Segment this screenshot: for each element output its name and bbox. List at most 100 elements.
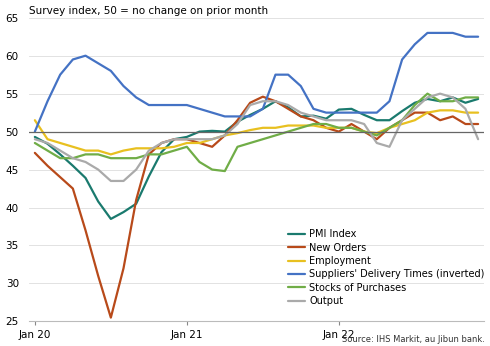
New Orders — [450, 114, 456, 118]
Suppliers' Delivery Times (inverted) — [374, 111, 380, 115]
Employment — [285, 124, 291, 128]
Stocks of Purchases — [387, 126, 392, 130]
Stocks of Purchases — [57, 156, 63, 160]
Employment — [387, 126, 392, 130]
Output — [235, 122, 241, 126]
Output — [45, 141, 50, 145]
Output — [463, 107, 468, 111]
New Orders — [133, 198, 139, 202]
New Orders — [159, 141, 165, 145]
PMI Index — [437, 99, 443, 103]
Suppliers' Delivery Times (inverted) — [247, 114, 253, 118]
Output — [121, 179, 126, 183]
New Orders — [323, 126, 329, 130]
PMI Index — [45, 142, 50, 146]
New Orders — [399, 118, 405, 122]
New Orders — [45, 164, 50, 168]
Suppliers' Delivery Times (inverted) — [450, 31, 456, 35]
PMI Index — [298, 114, 304, 118]
Stocks of Purchases — [45, 148, 50, 153]
Employment — [348, 126, 354, 130]
PMI Index — [348, 107, 354, 111]
Stocks of Purchases — [298, 126, 304, 130]
PMI Index — [387, 118, 392, 122]
Employment — [32, 118, 38, 122]
New Orders — [336, 129, 342, 134]
Suppliers' Delivery Times (inverted) — [260, 107, 266, 111]
Employment — [424, 111, 430, 115]
Line: PMI Index: PMI Index — [35, 98, 478, 219]
Employment — [95, 148, 101, 153]
Output — [387, 145, 392, 149]
Stocks of Purchases — [133, 156, 139, 160]
PMI Index — [222, 129, 228, 134]
Stocks of Purchases — [260, 137, 266, 141]
Stocks of Purchases — [285, 129, 291, 134]
Suppliers' Delivery Times (inverted) — [285, 73, 291, 77]
Output — [424, 95, 430, 100]
Output — [311, 114, 317, 118]
Employment — [121, 148, 126, 153]
Output — [348, 118, 354, 122]
Output — [475, 137, 481, 141]
Employment — [399, 122, 405, 126]
Stocks of Purchases — [184, 145, 190, 149]
PMI Index — [399, 109, 405, 113]
Output — [57, 148, 63, 153]
Employment — [45, 137, 50, 141]
Line: Output: Output — [35, 94, 478, 181]
PMI Index — [336, 108, 342, 112]
Suppliers' Delivery Times (inverted) — [437, 31, 443, 35]
Suppliers' Delivery Times (inverted) — [70, 57, 76, 62]
New Orders — [235, 118, 241, 122]
Stocks of Purchases — [399, 118, 405, 122]
Stocks of Purchases — [311, 122, 317, 126]
New Orders — [209, 145, 215, 149]
Suppliers' Delivery Times (inverted) — [399, 57, 405, 62]
Suppliers' Delivery Times (inverted) — [387, 99, 392, 103]
New Orders — [348, 122, 354, 126]
Stocks of Purchases — [95, 152, 101, 156]
Employment — [196, 141, 202, 145]
Output — [83, 160, 89, 164]
Suppliers' Delivery Times (inverted) — [412, 42, 418, 46]
PMI Index — [121, 210, 126, 214]
New Orders — [32, 151, 38, 155]
Stocks of Purchases — [171, 148, 177, 153]
Legend: PMI Index, New Orders, Employment, Suppliers' Delivery Times (inverted), Stocks : PMI Index, New Orders, Employment, Suppl… — [288, 229, 485, 306]
PMI Index — [361, 113, 367, 117]
Output — [222, 133, 228, 137]
Stocks of Purchases — [70, 156, 76, 160]
New Orders — [387, 126, 392, 130]
Employment — [475, 111, 481, 115]
Line: New Orders: New Orders — [35, 97, 478, 318]
Output — [247, 103, 253, 107]
PMI Index — [463, 101, 468, 105]
New Orders — [196, 141, 202, 145]
Suppliers' Delivery Times (inverted) — [209, 111, 215, 115]
Employment — [146, 146, 152, 151]
Output — [412, 107, 418, 111]
New Orders — [83, 228, 89, 233]
Output — [298, 111, 304, 115]
Suppliers' Delivery Times (inverted) — [184, 103, 190, 107]
Stocks of Purchases — [475, 95, 481, 100]
Suppliers' Delivery Times (inverted) — [348, 111, 354, 115]
New Orders — [260, 94, 266, 99]
New Orders — [222, 133, 228, 137]
Employment — [247, 128, 253, 132]
Output — [171, 137, 177, 141]
Employment — [450, 108, 456, 112]
Suppliers' Delivery Times (inverted) — [171, 103, 177, 107]
PMI Index — [272, 99, 278, 103]
PMI Index — [32, 135, 38, 139]
Stocks of Purchases — [374, 133, 380, 137]
Output — [323, 118, 329, 122]
Output — [70, 156, 76, 160]
New Orders — [70, 186, 76, 191]
Stocks of Purchases — [361, 129, 367, 134]
Suppliers' Delivery Times (inverted) — [272, 73, 278, 77]
New Orders — [121, 266, 126, 270]
PMI Index — [171, 137, 177, 141]
Stocks of Purchases — [463, 95, 468, 100]
